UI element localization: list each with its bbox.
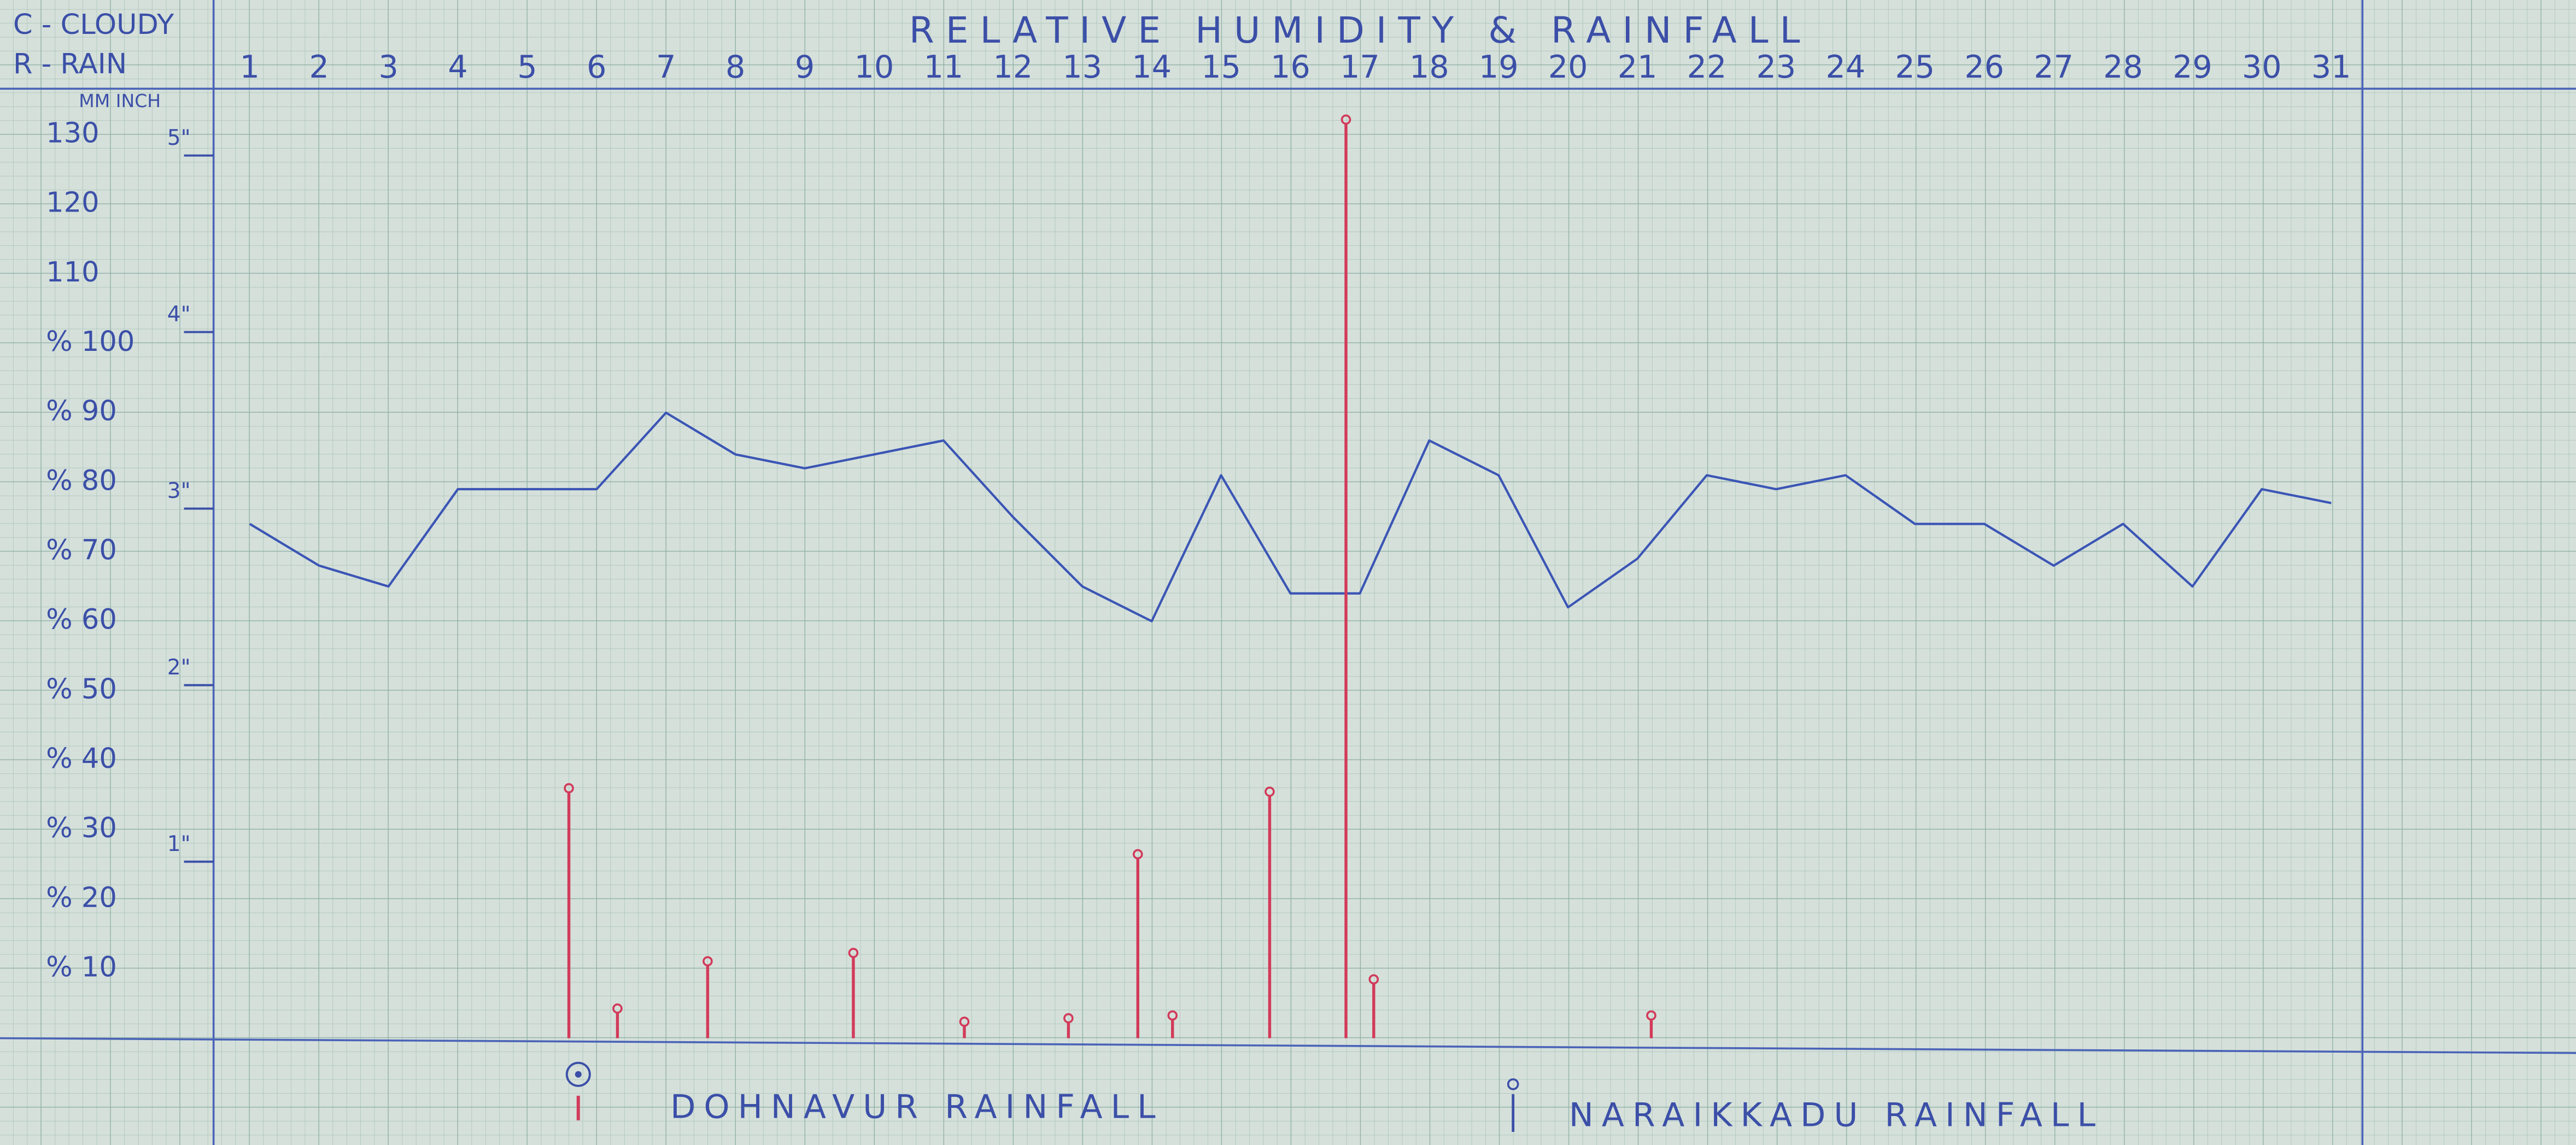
y-axis-header: MM INCH (79, 90, 161, 111)
rain-stem-top (564, 783, 574, 794)
x-tick-label: 10 (854, 49, 894, 85)
x-tick-label: 7 (656, 49, 676, 85)
x-axis-line (0, 1037, 2576, 1054)
x-tick-label: 20 (1548, 49, 1588, 85)
rain-stem-top (1167, 1010, 1178, 1021)
y-tick-label: 110 (46, 256, 99, 289)
x-tick-label: 28 (2103, 49, 2143, 85)
rain-stem-top (848, 948, 859, 958)
y2-tick-label: 1" (167, 832, 191, 856)
x-tick-label: 24 (1826, 49, 1866, 85)
x-tick-label: 17 (1340, 49, 1380, 85)
x-tick-label: 21 (1618, 49, 1658, 85)
x-tick-label: 19 (1479, 49, 1519, 85)
y-tick-label: 130 (46, 117, 99, 149)
y-tick-label: % 70 (46, 534, 117, 566)
rain-stem-top (1340, 114, 1351, 125)
y-tick-label: % 30 (46, 812, 117, 844)
x-tick-label: 13 (1062, 49, 1102, 85)
x-tick-label: 22 (1687, 49, 1727, 85)
x-tick-label: 12 (993, 49, 1033, 85)
y2-tick-label: 5" (167, 126, 191, 150)
legend-icon (575, 1071, 582, 1078)
note: R - RAIN (13, 48, 127, 80)
legend-icon (565, 1061, 591, 1087)
y-tick-label: % 50 (46, 673, 117, 706)
y-tick-label: % 90 (46, 395, 117, 427)
rain-stem-top (702, 956, 713, 967)
y2-tick-label: 3" (167, 479, 191, 503)
x-tick-label: 2 (309, 49, 329, 85)
y-tick-label: % 100 (46, 326, 134, 358)
y2-tick-label: 4" (167, 302, 191, 327)
y-tick-label: % 40 (46, 743, 117, 775)
y2-tick-label: 2" (167, 655, 191, 680)
x-tick-label: 6 (587, 49, 606, 85)
x-tick-label: 31 (2311, 49, 2351, 85)
y-tick-label: % 80 (46, 465, 117, 497)
x-tick-label: 30 (2242, 49, 2282, 85)
legend-label: DOHNAVUR RAINFALL (670, 1088, 1164, 1126)
y-tick-label: 120 (46, 187, 99, 219)
x-tick-label: 3 (378, 49, 398, 85)
x-tick-label: 16 (1271, 49, 1310, 85)
rain-stem-top (1063, 1013, 1074, 1024)
x-tick-label: 23 (1757, 49, 1796, 85)
x-tick-label: 9 (795, 49, 815, 85)
x-tick-label: 1 (240, 49, 260, 85)
x-tick-label: 11 (924, 49, 964, 85)
humidity-line (249, 412, 2332, 623)
x-tick-label: 15 (1201, 49, 1241, 85)
rain-stem-top (959, 1017, 970, 1027)
x-tick-label: 27 (2034, 49, 2074, 85)
rain-stem-top (1132, 849, 1143, 860)
legend-label: NARAIKKADU RAINFALL (1569, 1096, 2104, 1134)
legend-icon (1507, 1078, 1519, 1090)
note: C - CLOUDY (13, 9, 174, 41)
x-tick-label: 25 (1895, 49, 1935, 85)
y-tick-label: % 10 (46, 951, 117, 983)
rain-stem-top (1368, 974, 1379, 985)
x-tick-label: 29 (2173, 49, 2212, 85)
y-tick-label: % 60 (46, 604, 117, 636)
x-tick-label: 26 (1964, 49, 2004, 85)
rain-stem-top (1264, 786, 1275, 797)
x-tick-label: 8 (725, 49, 745, 85)
y-tick-label: % 20 (46, 882, 117, 914)
x-tick-label: 18 (1409, 49, 1449, 85)
x-tick-label: 14 (1132, 49, 1172, 85)
chart-title: RELATIVE HUMIDITY & RAINFALL (909, 9, 1812, 51)
rain-stem-top (1646, 1010, 1656, 1021)
x-tick-label: 5 (517, 49, 537, 85)
rain-stem-top (612, 1003, 623, 1014)
x-tick-label: 4 (448, 49, 467, 85)
